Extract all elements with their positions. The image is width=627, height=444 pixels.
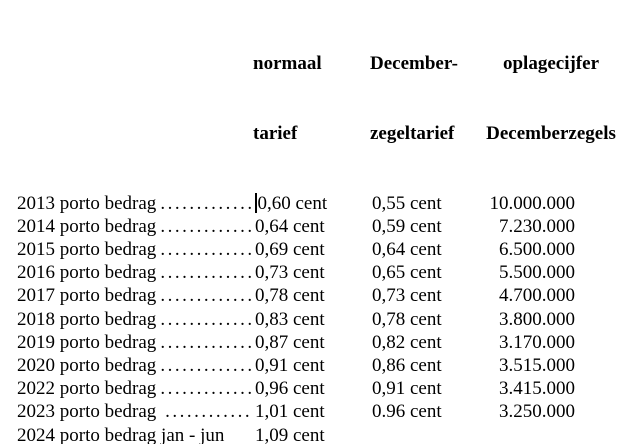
decemberzegel-tarief-value: 0,86 cent — [372, 355, 442, 377]
table-row: 2014 porto bedrag.......................… — [17, 215, 627, 238]
oplagecijfer-value: 7.230.000 — [499, 215, 575, 237]
dot-leader: ........................................ — [160, 308, 253, 330]
row-label-text: 2013 porto bedrag — [17, 192, 157, 214]
row-label: 2018 porto bedrag.......................… — [17, 308, 253, 331]
header-line: December- — [370, 53, 458, 75]
normaal-tarief-value: 0,60 cent — [253, 192, 370, 215]
oplagecijfer-value: 3.800.000 — [499, 308, 575, 330]
text-cursor — [255, 192, 257, 213]
table-row: 2019 porto bedrag.......................… — [17, 331, 627, 354]
table-row: 2017 porto bedrag.......................… — [17, 284, 627, 307]
normaal-tarief-value: 0,83 cent — [255, 308, 325, 330]
table-row: 2018 porto bedrag.......................… — [17, 308, 627, 331]
normaal-tarief-value: 0,69 cent — [255, 239, 325, 261]
table-row: 2023 porto bedrag ......................… — [17, 400, 627, 423]
header-line: zegeltarief — [370, 123, 455, 145]
dot-leader: ........................................ — [160, 331, 253, 353]
oplagecijfer-value: 5.500.000 — [499, 262, 575, 284]
table-row: 2016 porto bedrag.......................… — [17, 261, 627, 284]
dot-leader: ........................................ — [160, 239, 253, 261]
normaal-tarief-value: 0,73 cent — [255, 262, 325, 284]
header-line: oplagecijfer — [502, 53, 599, 75]
table-row: 2015 porto bedrag.......................… — [17, 238, 627, 261]
oplagecijfer-value — [483, 424, 627, 444]
oplagecijfer-value: 3.170.000 — [499, 331, 575, 353]
normaal-tarief-value: 0,78 cent — [255, 285, 325, 307]
row-label: 2014 porto bedrag.......................… — [17, 215, 253, 238]
table-row: 2022 porto bedrag.......................… — [17, 377, 627, 400]
row-label-text: 2018 porto bedrag — [17, 308, 157, 330]
dot-leader: ........................................ — [160, 378, 253, 400]
row-label-text: 2017 porto bedrag — [17, 285, 157, 307]
decemberzegel-tarief-value: 0.96 cent — [372, 401, 442, 423]
normaal-tarief-value: 0,96 cent — [255, 378, 325, 400]
row-label-text: 2022 porto bedrag — [17, 378, 157, 400]
decemberzegel-tarief-value: 0,65 cent — [372, 262, 442, 284]
dot-leader: ........................................ — [160, 192, 253, 214]
row-label-text: 2016 porto bedrag — [17, 262, 157, 284]
row-label-text: 2015 porto bedrag — [17, 239, 157, 261]
row-label: 2015 porto bedrag.......................… — [17, 238, 253, 261]
row-label: 2019 porto bedrag.......................… — [17, 331, 253, 354]
normaal-tarief-value: 0,91 cent — [255, 355, 325, 377]
oplagecijfer-value: 10.000.000 — [489, 192, 576, 214]
dot-leader: ........................................ — [160, 215, 253, 237]
table-row: 2024 porto bedrag jan - jun 1,09 cent — [17, 424, 627, 444]
row-label-text: 2023 porto bedrag — [17, 401, 162, 423]
decemberzegel-tarief-value: 0,82 cent — [372, 331, 442, 353]
decemberzegel-tarief-value: 0,64 cent — [372, 239, 442, 261]
row-label: 2023 porto bedrag ......................… — [17, 400, 253, 423]
row-label: 2024 porto bedrag jan - jun — [17, 424, 253, 444]
dot-leader: ........................................ — [165, 401, 253, 423]
table-row: 2020 porto bedrag.......................… — [17, 354, 627, 377]
row-label-text: 2019 porto bedrag — [17, 331, 157, 353]
normaal-tarief-value: 1,09 cent — [255, 424, 325, 444]
dot-leader: ........................................ — [160, 355, 253, 377]
header-line: tarief — [253, 123, 298, 145]
table-body: 2013 porto bedrag.......................… — [17, 192, 627, 444]
decemberzegel-tarief-value: 0,55 cent — [372, 192, 442, 214]
normaal-tarief-value: 1,01 cent — [255, 401, 325, 423]
header-normaal-tarief: normaal tarief — [253, 6, 370, 192]
normaal-tarief-value: 0,64 cent — [255, 215, 325, 237]
oplagecijfer-value: 3.250.000 — [499, 401, 575, 423]
header-decemberzegeltarief: December- zegeltarief — [370, 6, 483, 192]
row-label-text: 2014 porto bedrag — [17, 215, 157, 237]
normaal-tarief-value: 0,87 cent — [255, 331, 325, 353]
row-label: 2020 porto bedrag.......................… — [17, 354, 253, 377]
row-label: 2013 porto bedrag.......................… — [17, 192, 253, 215]
table-header-row: normaal tarief December- zegeltarief opl… — [17, 6, 627, 192]
decemberzegel-tarief-value: 0,73 cent — [372, 285, 442, 307]
header-spacer — [17, 6, 253, 192]
table-row: 2013 porto bedrag.......................… — [17, 192, 627, 215]
header-line: Decemberzegels — [486, 123, 616, 145]
decemberzegel-tarief-value: 0,91 cent — [372, 378, 442, 400]
dot-leader: ........................................ — [160, 262, 253, 284]
oplagecijfer-value: 4.700.000 — [499, 285, 575, 307]
row-label-text: 2024 porto bedrag jan - jun — [17, 424, 225, 444]
oplagecijfer-value: 6.500.000 — [499, 239, 575, 261]
header-line: normaal — [253, 53, 322, 75]
header-oplagecijfer: oplagecijfer Decemberzegels — [483, 6, 627, 192]
dot-leader: ........................................ — [160, 285, 253, 307]
row-label: 2017 porto bedrag.......................… — [17, 284, 253, 307]
decemberzegel-tarief-value — [370, 424, 483, 444]
oplagecijfer-value: 3.515.000 — [499, 355, 575, 377]
decemberzegel-tarief-value: 0,78 cent — [372, 308, 442, 330]
decemberzegel-tarief-value: 0,59 cent — [372, 215, 442, 237]
row-label: 2016 porto bedrag.......................… — [17, 261, 253, 284]
row-label-text: 2020 porto bedrag — [17, 355, 157, 377]
row-label: 2022 porto bedrag.......................… — [17, 377, 253, 400]
oplagecijfer-value: 3.415.000 — [499, 378, 575, 400]
